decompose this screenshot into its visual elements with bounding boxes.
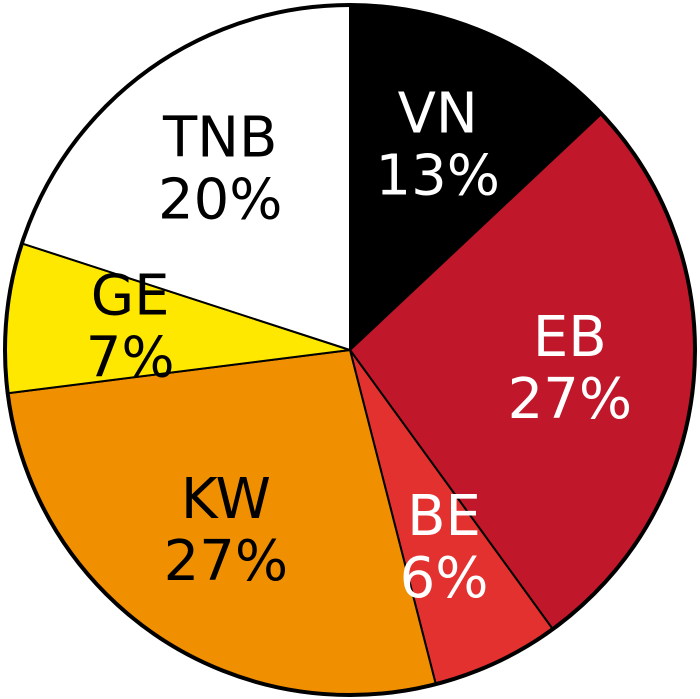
slice-value-label: 20%	[158, 168, 282, 233]
slice-label: EB	[533, 305, 607, 370]
slice-value-label: 27%	[508, 367, 632, 432]
slice-label: BE	[407, 484, 481, 549]
slice-value-label: 27%	[164, 529, 288, 594]
slice-value-label: 6%	[400, 546, 489, 611]
slice-label: KW	[181, 467, 271, 532]
slice-label: TNB	[162, 106, 278, 171]
pie-outline	[3, 3, 697, 697]
slice-label: VN	[398, 82, 478, 147]
slice-label: GE	[91, 263, 170, 328]
slice-value-label: 7%	[86, 325, 175, 390]
slice-value-label: 13%	[375, 144, 499, 209]
